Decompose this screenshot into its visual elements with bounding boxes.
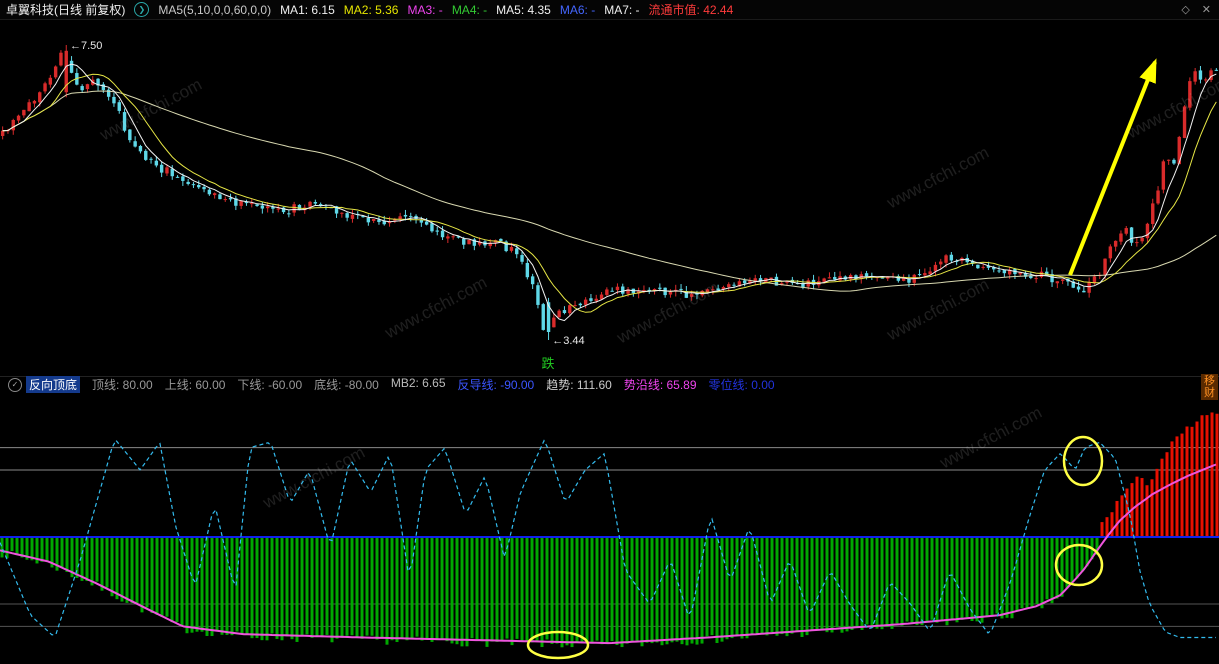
ma-legend-item: MA1: 6.15 <box>280 2 335 17</box>
svg-text:←7.50: ←7.50 <box>70 40 102 52</box>
svg-text:←3.44: ←3.44 <box>552 335 584 347</box>
top-toolbar: 卓翼科技(日线 前复权) ❯ MA5(5,10,0,0,60,0,0) MA1: … <box>0 0 1219 20</box>
indicator-toggle-icon[interactable]: ✓ <box>8 377 22 392</box>
ma-legend-item: MA7: - <box>604 2 640 17</box>
stock-title: 卓翼科技(日线 前复权) <box>6 3 126 17</box>
ma-legend-item: MA5(5,10,0,0,60,0,0) <box>158 2 272 17</box>
ma-legend: MA5(5,10,0,0,60,0,0) MA1: 6.15 MA2: 5.36 MA… <box>158 3 639 17</box>
indicator-param: 上线: 60.00 <box>164 378 226 392</box>
indicator-param: MB2: 6.65 <box>390 376 446 390</box>
indicator-param: 势沿线: 65.89 <box>623 378 697 392</box>
indicator-param: 反导线: -90.00 <box>457 378 535 392</box>
indicator-cycle-icon[interactable]: ❯ <box>134 2 150 17</box>
indicator-name[interactable]: 反向顶底 <box>26 376 81 393</box>
indicator-param: 底线: -80.00 <box>314 378 379 392</box>
indicator-param: 下线: -60.00 <box>237 378 303 392</box>
diamond-icon[interactable]: ◇ <box>1181 4 1190 16</box>
sub-indicator-chart[interactable] <box>0 392 1219 664</box>
close-icon[interactable]: ✕ <box>1201 4 1211 16</box>
indicator-param: 零位线: 0.00 <box>708 378 775 392</box>
ma-legend-item: MA5: 4.35 <box>496 2 551 17</box>
ma-legend-item: MA3: - <box>407 2 443 17</box>
indicator-param: 顶线: 80.00 <box>92 378 153 392</box>
indicator-param: 趋势: 111.60 <box>546 378 612 392</box>
market-cap: 流通市值: 42.44 <box>648 3 734 17</box>
main-candlestick-chart[interactable]: ←7.50 ←3.44 跌 <box>0 20 1219 376</box>
indicator-param-bar: ✓ 反向顶底 顶线: 80.00 上线: 60.00 下线: -60.00 底线: -… <box>0 376 1219 393</box>
side-badge[interactable]: 移财 <box>1201 374 1218 400</box>
ma-legend-item: MA2: 5.36 <box>343 2 399 17</box>
ma-legend-item: MA4: - <box>451 2 488 17</box>
ma-legend-item: MA6: - <box>559 2 596 17</box>
svg-text:跌: 跌 <box>542 356 555 371</box>
indicator-params: 顶线: 80.00 上线: 60.00 下线: -60.00 底线: -80.00 MB… <box>92 376 775 393</box>
